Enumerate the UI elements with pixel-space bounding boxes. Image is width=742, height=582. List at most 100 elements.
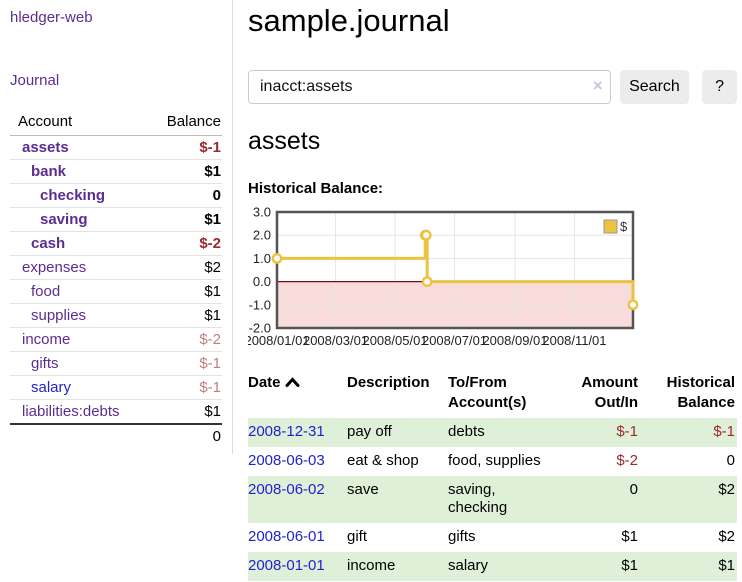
app-title-link[interactable]: hledger-web — [10, 9, 93, 26]
account-row: expenses $2 — [10, 256, 222, 280]
transaction-date-link[interactable]: 2008-12-31 — [248, 423, 325, 440]
amount-cell: $-1 — [616, 423, 638, 440]
amount-cell: 0 — [629, 480, 638, 498]
data-point-marker — [420, 229, 432, 241]
legend-label: $ — [620, 219, 628, 234]
register-header-label: Description — [347, 374, 430, 391]
accounts-header-account: Account — [18, 113, 73, 130]
accounts-cell: gifts — [448, 528, 476, 545]
account-cell: assets — [10, 136, 144, 160]
data-point-marker — [421, 276, 433, 288]
chart-title: Historical Balance: — [248, 180, 384, 197]
sidebar-account-link-supplies[interactable]: supplies — [31, 307, 87, 324]
transaction-date-link[interactable]: 2008-06-01 — [248, 528, 325, 545]
x-tick-label: 2008/03/01 — [303, 333, 368, 348]
help-button[interactable]: ? — [702, 70, 737, 104]
page-title: sample.journal — [248, 3, 450, 38]
sidebar-account-link-expenses[interactable]: expenses — [22, 259, 87, 276]
accounts-cell: debts — [448, 423, 485, 440]
sidebar-account-link-income[interactable]: income — [22, 331, 71, 348]
x-tick-label: 2008/07/01 — [422, 333, 487, 348]
transaction-date-link[interactable]: 2008-06-02 — [248, 480, 325, 498]
sidebar: hledger-web Journal Account Balance asse… — [0, 0, 233, 454]
register-row: 2008-06-03 eat & shop food, supplies $-2 0 — [248, 447, 737, 476]
y-tick-label: -2.0 — [249, 321, 271, 336]
search-bar: × Search ? — [248, 70, 737, 104]
description-cell: save — [347, 480, 379, 498]
amount-cell: $1 — [621, 528, 638, 545]
account-row: salary $-1 — [10, 376, 222, 400]
sidebar-account-link-checking[interactable]: checking — [40, 187, 106, 204]
sidebar-account-link-gifts[interactable]: gifts — [31, 355, 59, 372]
description-cell: gift — [347, 528, 368, 545]
sidebar-account-link-liabilities-debts[interactable]: liabilities:debts — [22, 403, 120, 420]
search-input[interactable] — [248, 70, 611, 104]
account-cell: expenses — [10, 256, 144, 280]
search-button[interactable]: Search — [619, 70, 690, 104]
x-tick-label: 2008/05/01 — [362, 333, 427, 348]
register-row: 2008-06-02 save saving, checking 0 $2 — [248, 475, 737, 524]
accounts-total-value: 0 — [212, 428, 221, 445]
account-row: gifts $-1 — [10, 352, 222, 376]
transaction-date-link[interactable]: 2008-01-01 — [248, 556, 325, 574]
account-row: food $1 — [10, 280, 222, 304]
account-cell: gifts — [10, 352, 144, 376]
accounts-table-header-row: Account Balance — [10, 109, 222, 136]
account-balance: $1 — [204, 307, 221, 324]
balance-cell: $2 — [718, 528, 735, 545]
account-row: liabilities:debts $1 — [10, 400, 222, 424]
date-cell: 2008-06-02 — [248, 476, 347, 524]
register-header-label: Historical Balance — [666, 374, 735, 411]
clear-search-icon[interactable]: × — [592, 76, 603, 95]
account-row: checking 0 — [10, 184, 222, 208]
search-input-wrap: × — [248, 70, 611, 104]
register-row: 2008-06-01 gift gifts $1 $2 — [248, 523, 737, 552]
sidebar-account-link-food[interactable]: food — [31, 283, 61, 300]
balance-cell: $-1 — [713, 423, 735, 440]
x-tick-label: 2008/09/01 — [482, 333, 547, 348]
register-header-label: Date — [248, 374, 281, 391]
account-balance: 0 — [212, 187, 221, 204]
register-header-amount-out-in: Amount Out/In — [560, 371, 640, 418]
accounts-cell: food, supplies — [448, 451, 541, 469]
sidebar-account-link-assets[interactable]: assets — [22, 139, 69, 156]
register-row: 2008-01-01 income salary $1 $1 — [248, 551, 737, 581]
account-balance: $-2 — [199, 331, 221, 348]
account-row: bank $1 — [10, 160, 222, 184]
accounts-cell: saving, checking — [448, 480, 508, 517]
sidebar-account-link-cash[interactable]: cash — [31, 235, 66, 252]
account-balance: $1 — [204, 211, 221, 228]
account-balance: $-1 — [199, 379, 221, 396]
y-tick-label: 2.0 — [253, 228, 271, 243]
register-table: Date Description To/From Account(s) Amount … — [248, 371, 737, 581]
account-balance: $-1 — [199, 139, 221, 156]
account-page-title: assets — [248, 127, 321, 155]
account-cell: food — [10, 280, 144, 304]
date-cell: 2008-01-01 — [248, 552, 347, 581]
sidebar-account-link-saving[interactable]: saving — [40, 211, 88, 228]
balance-cell: 0 — [726, 451, 735, 469]
data-point-marker — [271, 253, 283, 264]
sidebar-account-link-bank[interactable]: bank — [31, 163, 67, 180]
accounts-table: Account Balance assets $-1 bank $1 checking 0… — [10, 109, 222, 448]
account-balance: $-2 — [199, 235, 221, 252]
register-header-label: To/From Account(s) — [448, 374, 527, 411]
account-row: saving $1 — [10, 208, 222, 232]
register-header-date[interactable]: Date — [248, 371, 347, 418]
sort-ascending-chevron-up-icon — [285, 377, 300, 387]
balance-cell: $2 — [718, 480, 735, 498]
y-tick-label: 0.0 — [253, 274, 271, 289]
transaction-date-link[interactable]: 2008-06-03 — [248, 451, 325, 469]
register-header-historical-balance: Historical Balance — [640, 371, 737, 418]
description-cell: pay off — [347, 423, 392, 440]
account-cell: checking — [10, 184, 144, 208]
description-cell: eat & shop — [347, 451, 419, 469]
historical-balance-chart: $3.0 2.0 1.0 0.0 -1.0 -2.0 2008/01/01 2008/03/0… — [244, 205, 737, 354]
account-balance: $-1 — [199, 355, 221, 372]
account-row: cash $-2 — [10, 232, 222, 256]
x-tick-label: 2008/11/01 — [542, 333, 606, 348]
sidebar-account-link-salary[interactable]: salary — [31, 379, 72, 396]
accounts-total-spacer — [10, 424, 144, 448]
account-row: income $-2 — [10, 328, 222, 352]
sidebar-item-journal[interactable]: Journal — [10, 72, 60, 89]
